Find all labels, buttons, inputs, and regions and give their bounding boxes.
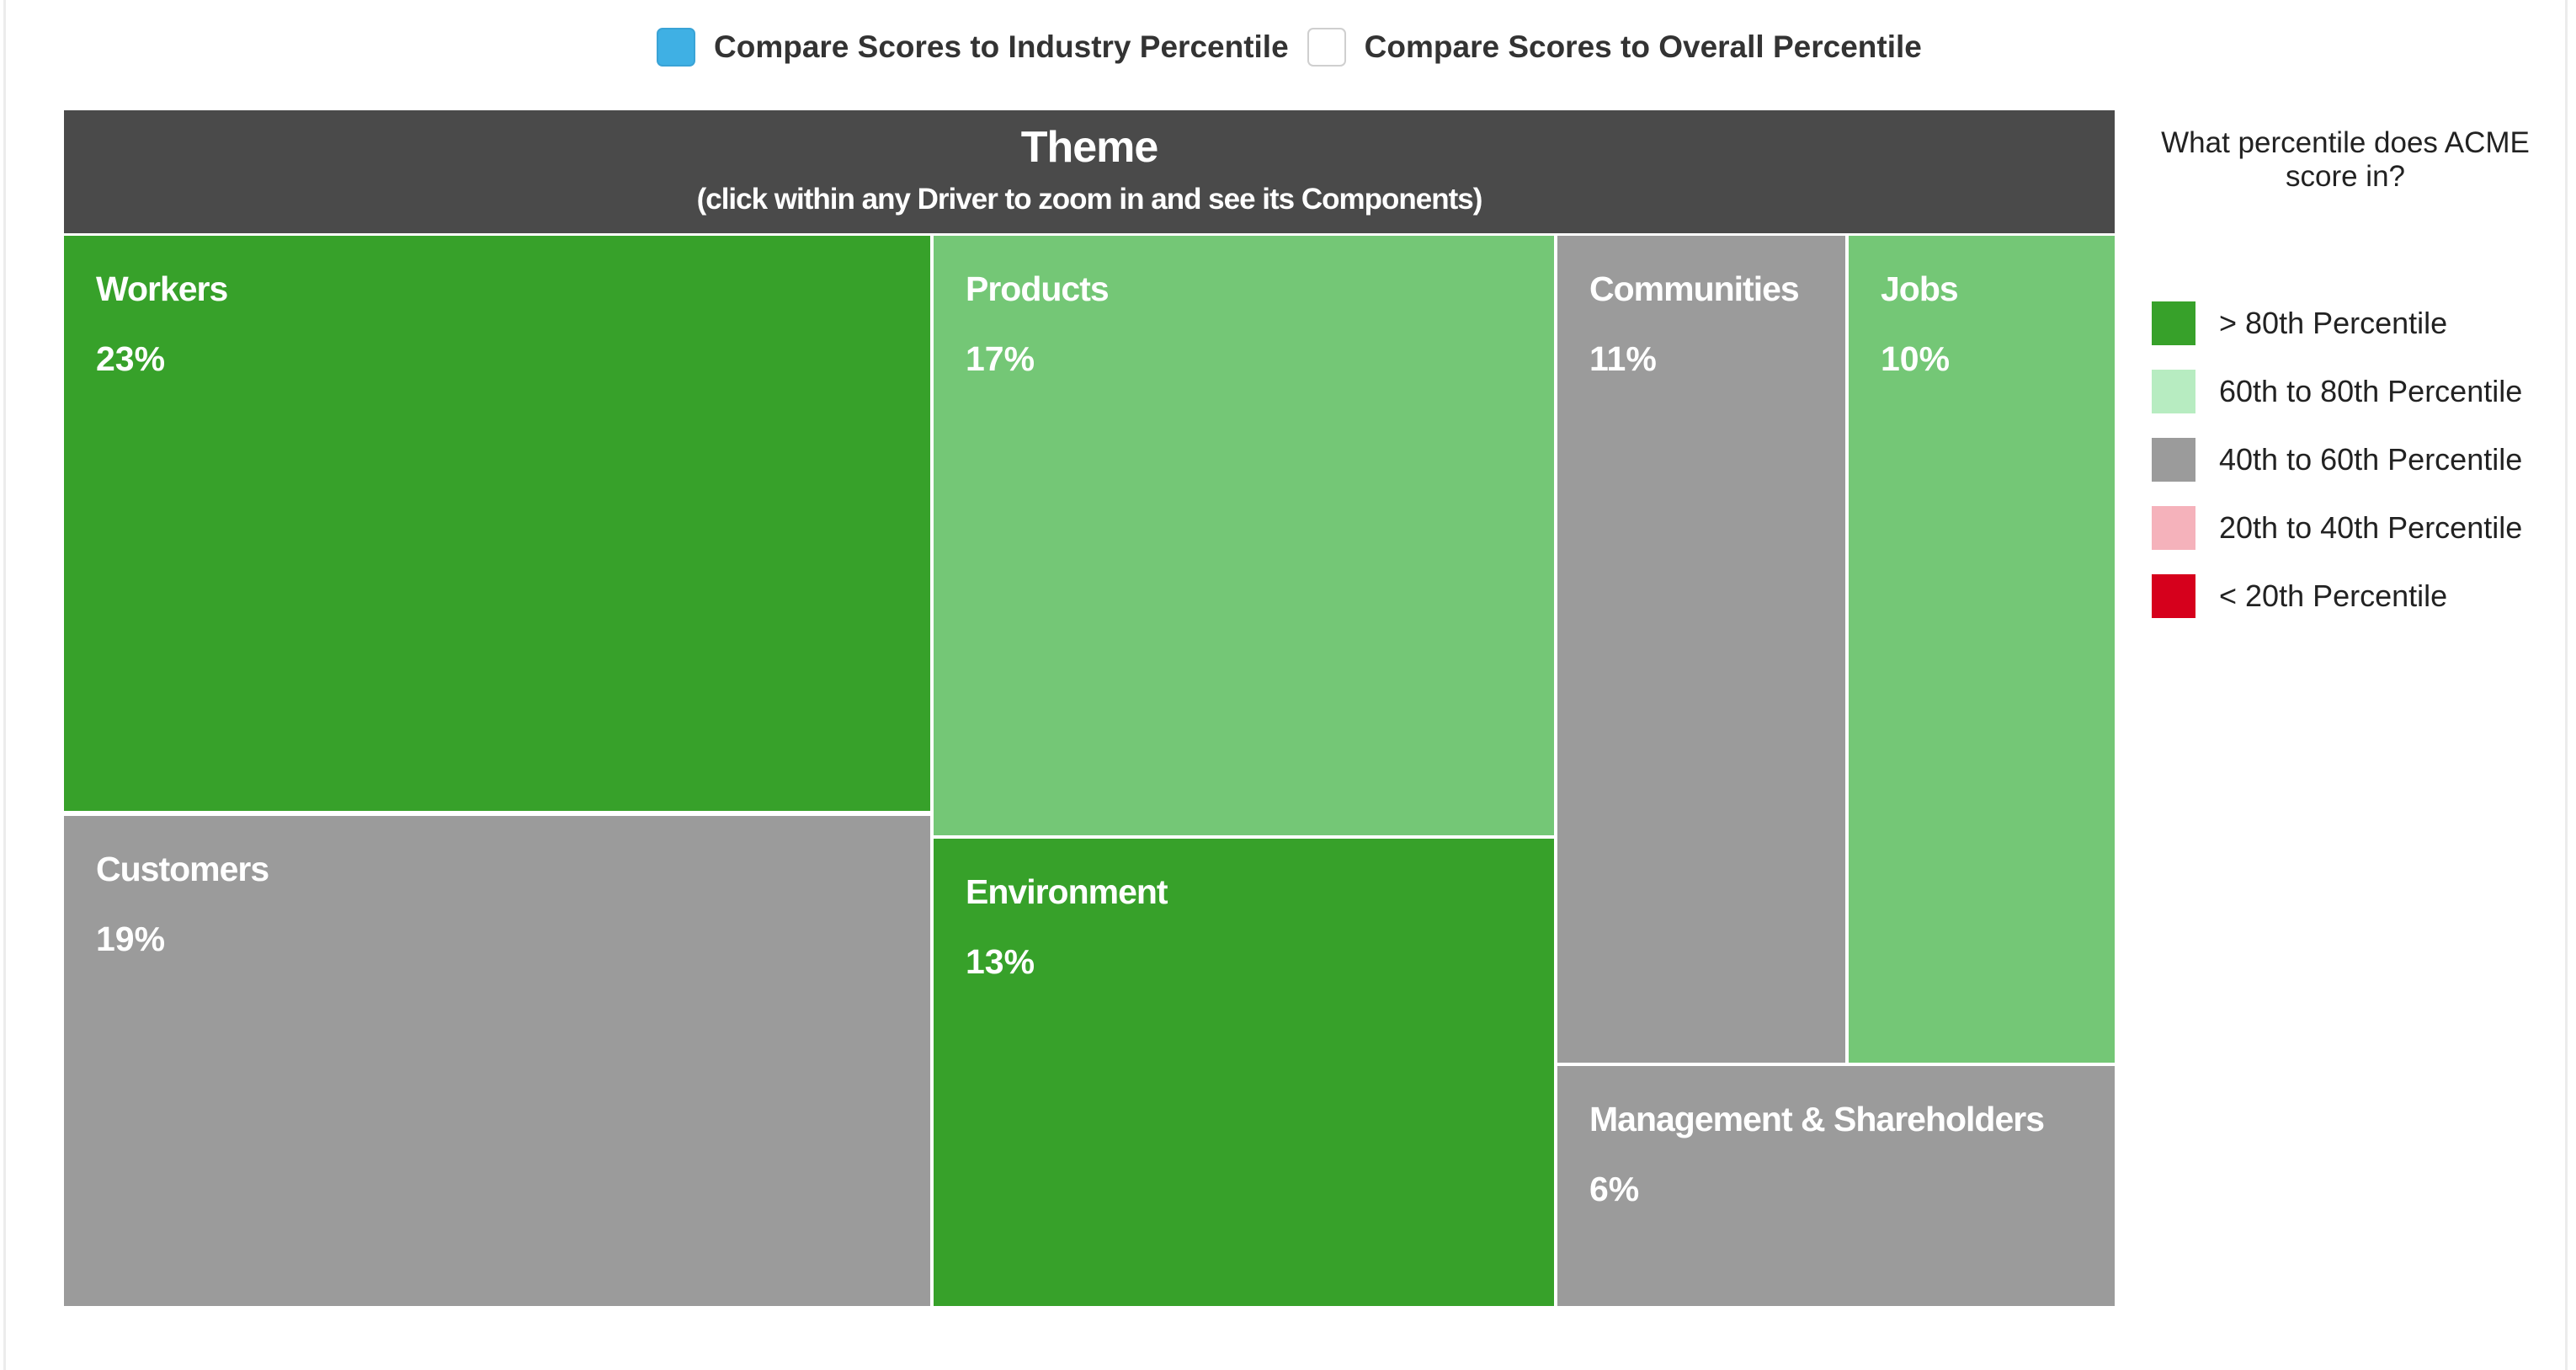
legend-swatch	[2152, 370, 2195, 413]
treemap-tile-products[interactable]: Products 17%	[934, 236, 1554, 835]
theme-treemap: Theme (click within any Driver to zoom i…	[64, 110, 2115, 1306]
compare-toggle-bar: Compare Scores to Industry Percentile Co…	[657, 24, 1940, 71]
industry-checkbox[interactable]	[657, 28, 695, 67]
tile-percent: 11%	[1589, 339, 1657, 378]
treemap-tile-environment[interactable]: Environment 13%	[934, 839, 1554, 1306]
legend-item: 60th to 80th Percentile	[2152, 370, 2522, 413]
industry-option-label: Compare Scores to Industry Percentile	[714, 29, 1289, 64]
legend-label: > 80th Percentile	[2219, 306, 2448, 340]
legend-item: < 20th Percentile	[2152, 574, 2522, 618]
legend-swatch	[2152, 301, 2195, 345]
treemap-tile-communities[interactable]: Communities 11%	[1557, 236, 1845, 1063]
legend-label: 60th to 80th Percentile	[2219, 374, 2523, 408]
tile-name: Products	[966, 269, 1110, 308]
treemap-tile-management-shareholders[interactable]: Management & Shareholders 6%	[1557, 1066, 2115, 1306]
treemap-title: Theme	[1020, 123, 1159, 172]
percentile-legend: What percentile does ACME score in? > 80…	[2152, 126, 2556, 618]
legend-swatch	[2152, 438, 2195, 482]
tile-percent: 13%	[966, 942, 1035, 981]
tile-name: Environment	[966, 872, 1168, 911]
tile-percent: 19%	[96, 920, 166, 958]
legend-item: 20th to 40th Percentile	[2152, 506, 2522, 550]
legend-title: What percentile does ACME score in?	[2161, 126, 2530, 193]
page-frame	[3, 0, 2568, 1370]
tile-percent: 17%	[966, 339, 1035, 378]
legend-item: > 80th Percentile	[2152, 301, 2522, 345]
legend-items: > 80th Percentile 60th to 80th Percentil…	[2152, 301, 2522, 642]
legend-label: < 20th Percentile	[2219, 578, 2448, 613]
overall-option-label: Compare Scores to Overall Percentile	[1364, 29, 1922, 64]
legend-swatch	[2152, 506, 2195, 550]
legend-label: 40th to 60th Percentile	[2219, 442, 2523, 477]
treemap-header[interactable]: Theme (click within any Driver to zoom i…	[64, 110, 2115, 233]
tile-name: Jobs	[1881, 269, 1959, 308]
treemap-tile-customers[interactable]: Customers 19%	[64, 816, 930, 1306]
tile-name: Workers	[96, 269, 228, 308]
overall-checkbox[interactable]	[1307, 28, 1346, 67]
legend-item: 40th to 60th Percentile	[2152, 438, 2522, 482]
treemap-tile-workers[interactable]: Workers 23%	[64, 236, 930, 811]
tile-percent: 6%	[1589, 1170, 1640, 1208]
legend-swatch	[2152, 574, 2195, 618]
tile-name: Customers	[96, 850, 269, 888]
tile-percent: 23%	[96, 339, 166, 378]
tile-name: Management & Shareholders	[1589, 1100, 2045, 1138]
tile-name: Communities	[1589, 269, 1800, 308]
treemap-tile-jobs[interactable]: Jobs 10%	[1849, 236, 2115, 1063]
treemap-subtitle: (click within any Driver to zoom in and …	[696, 183, 1483, 216]
tile-percent: 10%	[1881, 339, 1951, 378]
compare-industry-option[interactable]: Compare Scores to Industry Percentile	[657, 28, 1289, 67]
legend-label: 20th to 40th Percentile	[2219, 510, 2523, 545]
compare-overall-option[interactable]: Compare Scores to Overall Percentile	[1307, 28, 1922, 67]
